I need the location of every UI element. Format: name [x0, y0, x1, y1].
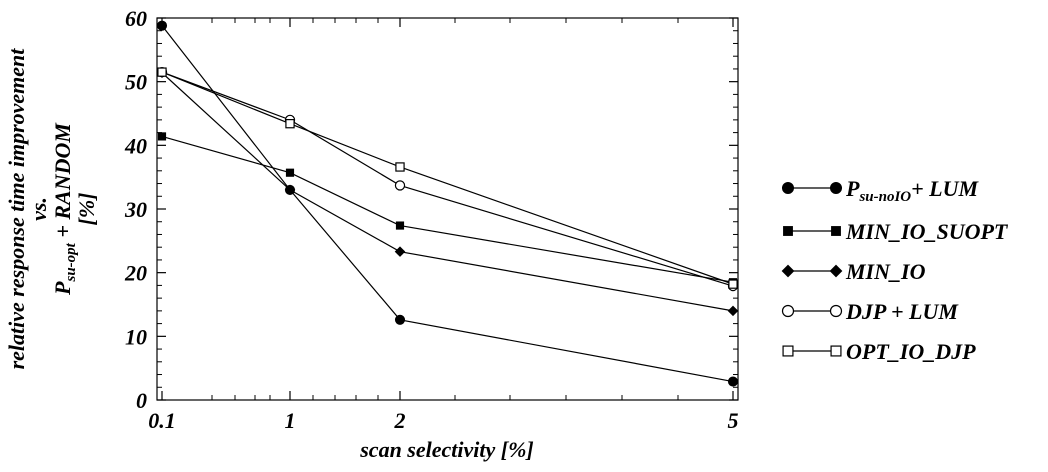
data-point [395, 162, 405, 172]
data-point [394, 246, 406, 257]
y-tick-label: 30 [124, 197, 147, 222]
legend-label: OPT_IO_DJP [846, 339, 976, 364]
data-point [830, 345, 842, 357]
y-axis-label-line3: Psu-opt + RANDOM [50, 122, 79, 296]
data-point [781, 264, 795, 278]
y-tick-label: 50 [125, 70, 147, 95]
data-point [728, 279, 738, 289]
y-tick-label: 10 [125, 324, 147, 349]
legend-label: DJP + LUM [845, 299, 959, 324]
tick-marks [157, 17, 738, 401]
data-point [831, 226, 841, 236]
plot-frame [156, 17, 739, 401]
data-point [783, 226, 793, 236]
series-line [161, 71, 734, 285]
series-group [157, 132, 738, 287]
x-tick-label: 5 [728, 408, 739, 433]
legend-item: MIN_IO_SUOPT [783, 219, 1009, 244]
series-line [161, 72, 734, 312]
data-point [782, 345, 794, 357]
series-group [156, 20, 739, 387]
legend-label: MIN_IO [845, 259, 926, 284]
legend-item: OPT_IO_DJP [782, 339, 976, 364]
series-group [156, 66, 739, 292]
x-tick-label: 0.1 [148, 408, 176, 433]
data-point [395, 221, 405, 230]
data-point [285, 168, 295, 177]
x-tick-labels: 0.1 1 2 5 [148, 408, 738, 433]
y-axis-label-line4: [%] [74, 193, 99, 226]
data-point [285, 119, 295, 129]
data-point [829, 181, 843, 195]
data-point [727, 305, 739, 317]
data-point [781, 304, 795, 318]
data-point [829, 264, 843, 278]
legend-label: Psu-noIO+ LUM [845, 176, 980, 205]
y-tick-labels: 0 10 20 30 40 50 60 [124, 6, 147, 413]
data-point [394, 180, 406, 191]
data-point [781, 181, 795, 195]
data-point [157, 132, 167, 141]
legend-label: MIN_IO_SUOPT [845, 219, 1009, 244]
y-axis-label: relative response time improvement vs. P… [4, 48, 99, 370]
data-point [156, 20, 168, 31]
series-line [161, 135, 734, 283]
y-tick-label: 20 [124, 261, 147, 286]
legend-item: DJP + LUM [781, 299, 959, 324]
x-tick-label: 1 [285, 408, 296, 433]
x-axis-label: scan selectivity [%] [359, 437, 534, 462]
data-point [829, 304, 843, 318]
legend-item: MIN_IO [781, 259, 926, 284]
y-axis-label-line1: relative response time improvement [4, 48, 29, 370]
y-tick-label: 0 [136, 388, 147, 413]
x-tick-label: 2 [394, 408, 406, 433]
series-line [161, 71, 734, 287]
series-line [161, 25, 734, 383]
y-tick-label: 40 [124, 133, 147, 158]
y-axis-label-line2: vs. [26, 197, 51, 221]
series-group [157, 67, 738, 289]
data-point [394, 314, 406, 325]
series-lines [156, 20, 739, 387]
data-point [284, 184, 296, 196]
y-tick-label: 60 [125, 6, 147, 31]
data-point [727, 376, 739, 387]
legend: Psu-noIO+ LUM MIN_IO_SUOPT MIN_IO DJP + LUM… [781, 176, 1009, 364]
data-point [157, 67, 167, 77]
legend-item: Psu-noIO+ LUM [781, 176, 980, 205]
